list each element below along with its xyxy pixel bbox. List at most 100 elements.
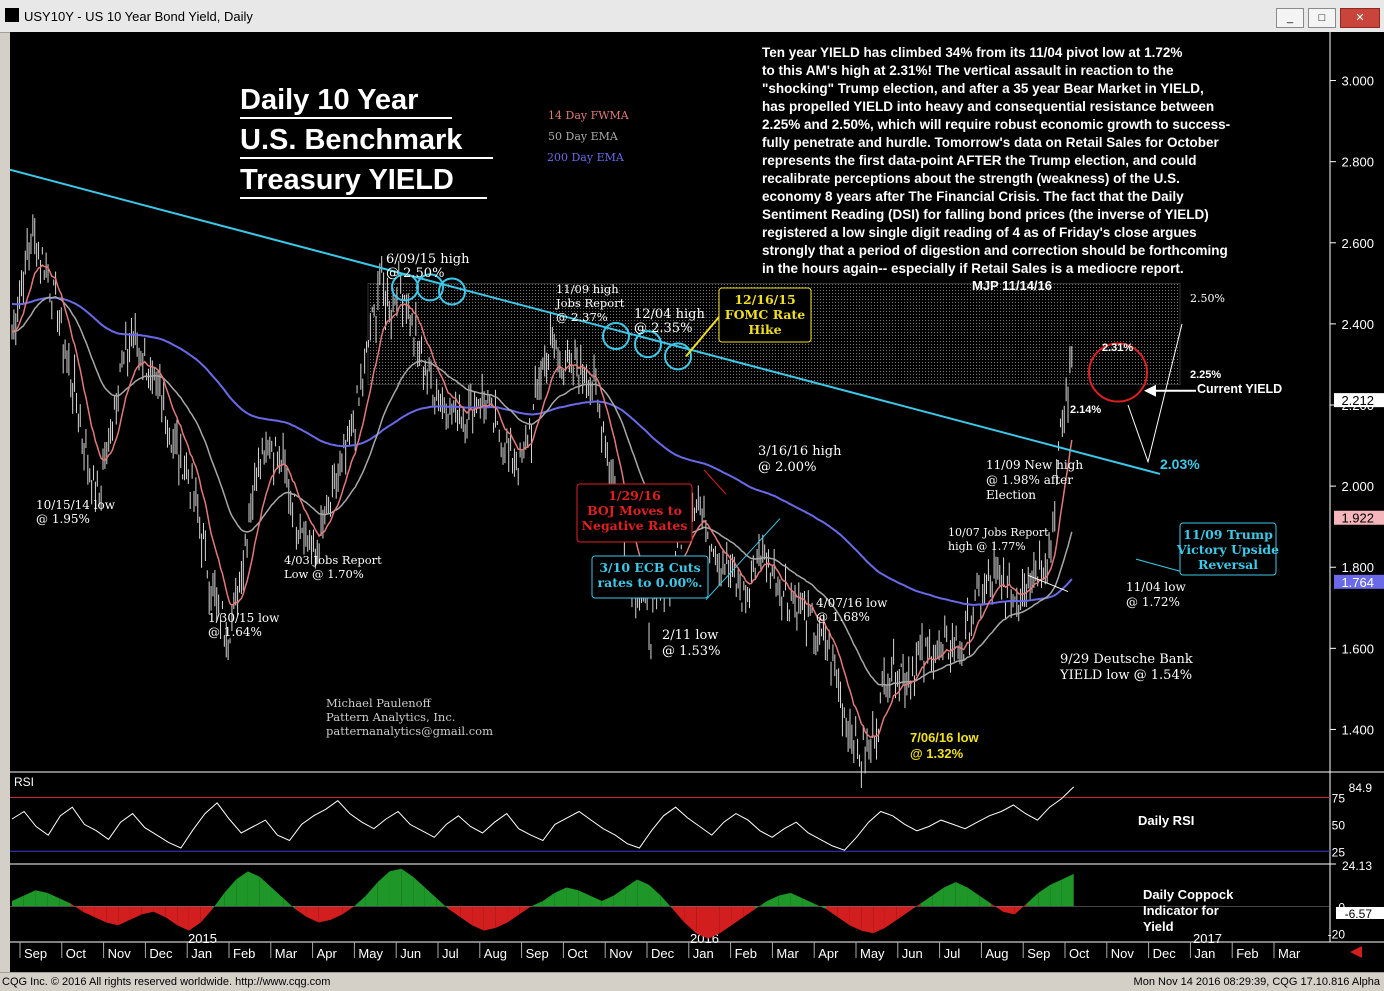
year-label: 2015: [188, 931, 217, 946]
x-tick-label: Dec: [149, 946, 173, 961]
coppock-bar: [259, 876, 272, 907]
rsi-line: [11, 786, 1075, 851]
y-tick-label: 2.600: [1341, 236, 1374, 251]
annotation: 2/11 low: [662, 628, 718, 643]
maximize-button[interactable]: □: [1308, 8, 1336, 28]
minimize-button[interactable]: _: [1276, 8, 1304, 28]
app-icon: [5, 8, 19, 22]
coppock-bar: [884, 906, 897, 928]
moving-averages: [11, 264, 1073, 739]
annotation: 10/15/14 low: [36, 498, 116, 512]
coppock-bar: [389, 868, 402, 907]
boxed-annotation: [591, 555, 709, 599]
coppock-bar: [743, 906, 756, 918]
coppock-bar: [519, 906, 532, 915]
coppock-bar: [59, 898, 71, 907]
coppock-bar: [354, 895, 366, 907]
high-circle: [602, 322, 630, 351]
annotation: @ 1.32%: [910, 746, 964, 761]
annotation: @ 2.35%: [634, 321, 692, 336]
coppock-bar: [153, 906, 166, 918]
annotation: 2.03%: [1160, 456, 1200, 472]
status-bar: CQG Inc. © 2016 All rights reserved worl…: [0, 972, 1384, 991]
x-tick-label: Feb: [1236, 946, 1258, 961]
annotation: YIELD low @ 1.54%: [1059, 668, 1192, 683]
coppock-bar: [920, 895, 933, 907]
x-tick-label: Sep: [24, 946, 47, 961]
coppock-bar: [413, 876, 425, 907]
coppock-bar: [200, 906, 213, 923]
coppock-bar: [141, 906, 154, 915]
x-tick-label: Feb: [735, 946, 757, 961]
coppock-bar: [625, 879, 638, 907]
boxed-annotation-line: 1/29/16: [608, 488, 661, 503]
yield-chart[interactable]: Daily 10 Year U.S. Benchmark Treasury YIEL…: [10, 32, 1384, 972]
boxed-annotation-line: Hike: [748, 322, 781, 337]
coppock-bar: [448, 906, 461, 918]
coppock-bar: [401, 868, 414, 907]
ecb-arrow: [705, 518, 781, 601]
chart-area[interactable]: Daily 10 Year U.S. Benchmark Treasury YIEL…: [10, 32, 1384, 972]
coppock-tick-label: -20: [1328, 927, 1346, 941]
status-timestamp: Mon Nov 14 2016 08:29:39, CQG 17.10.816 …: [1133, 976, 1380, 988]
rsi-last-label: 84.9: [1349, 781, 1373, 795]
x-tick-label: Aug: [484, 946, 507, 961]
chart-title-line: U.S. Benchmark: [240, 124, 463, 156]
annotation: @ 2.00%: [758, 460, 816, 475]
y-tick-label: 1.600: [1341, 641, 1374, 656]
coppock-bar: [861, 906, 874, 934]
indicators: RSI Daily RSI 75 50 25 84.9 Daily CoppockIndic…: [10, 775, 1384, 941]
high-circle: [664, 342, 692, 371]
annotation: 11/09 New high: [986, 458, 1083, 472]
jobs-arrow: [1027, 574, 1069, 593]
boxed-annotation-line: Reversal: [1198, 557, 1258, 572]
coppock-bar: [755, 900, 767, 910]
coppock-bar: [82, 906, 95, 918]
ema-50-line: [11, 296, 1073, 686]
coppock-bar: [802, 898, 815, 907]
x-tick-label: Sep: [526, 946, 549, 961]
coppock-bar: [672, 906, 685, 923]
price-box: [1334, 574, 1384, 589]
scroll-left-icon: [1350, 946, 1362, 958]
coppock-bar: [896, 906, 909, 920]
projection-path: [1127, 323, 1183, 464]
coppock-bar: [35, 890, 48, 907]
author-line: Pattern Analytics, Inc.: [326, 710, 455, 724]
annotation: 4/07/16 low: [816, 596, 888, 610]
annotation: @ 1.53%: [662, 644, 720, 659]
boxed-annotation: [576, 483, 693, 543]
price-box-label: 1.922: [1341, 511, 1374, 526]
y-tick-label: 1.400: [1341, 722, 1374, 737]
x-tick-label: Jul: [442, 946, 459, 961]
coppock-bar: [47, 892, 60, 907]
x-tick-label: Jan: [693, 946, 714, 961]
close-button[interactable]: ✕: [1340, 8, 1380, 28]
coppock-bar: [637, 879, 650, 907]
coppock-bar: [1038, 884, 1051, 907]
coppock-last-box: [1336, 859, 1384, 871]
commentary-line: to this AM's high at 2.31%! The vertical…: [762, 63, 1174, 78]
legend-ema50: 50 Day EMA: [548, 130, 619, 143]
coppock-bar: [590, 895, 602, 907]
coppock-title: Daily Coppock: [1143, 887, 1234, 902]
coppock-bar: [106, 906, 119, 926]
coppock-bar: [236, 871, 248, 907]
coppock-bar: [212, 892, 225, 910]
x-tick-label: Oct: [66, 946, 87, 961]
price-box-label: 1.764: [1341, 575, 1374, 590]
rsi-title: Daily RSI: [1138, 813, 1194, 828]
annotation: 3/16/16 high: [758, 444, 842, 459]
coppock-bar: [778, 892, 791, 907]
coppock-bar: [118, 906, 130, 926]
coppock-bar: [365, 882, 378, 907]
commentary-line: registered a low single digit reading of…: [762, 225, 1197, 240]
x-tick-label: Jan: [191, 946, 212, 961]
x-tick-label: Mar: [275, 946, 298, 961]
coppock-bar: [306, 906, 319, 923]
coppock-bar: [224, 879, 237, 907]
coppock-bar: [483, 906, 496, 931]
coppock-bar: [943, 882, 956, 907]
x-tick-label: Nov: [1111, 946, 1135, 961]
boxed-annotation-line: Negative Rates: [582, 518, 688, 533]
